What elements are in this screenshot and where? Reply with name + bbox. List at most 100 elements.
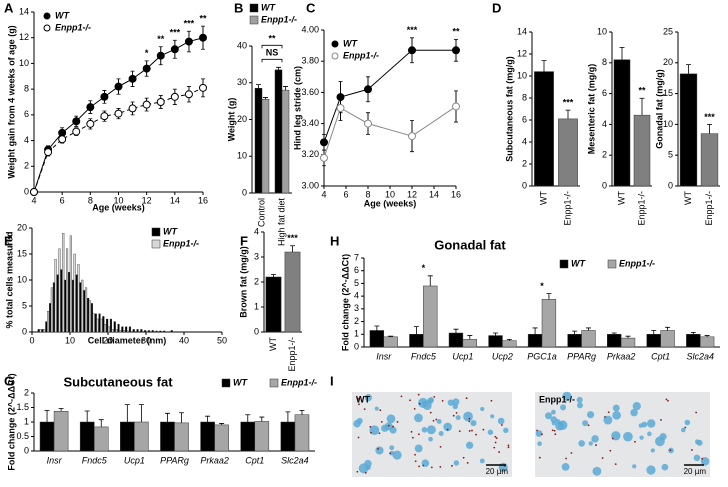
y-tick-label: 3 xyxy=(354,303,359,313)
y-tick-label: 10 xyxy=(237,151,247,161)
nucleus xyxy=(447,399,455,406)
bar xyxy=(558,118,578,187)
category-label: Slc2a4 xyxy=(281,455,309,465)
y-tick-label: 2 xyxy=(24,161,29,171)
bar xyxy=(699,336,715,348)
legend-swatch xyxy=(559,259,569,269)
bar xyxy=(383,336,398,348)
stain-dot xyxy=(507,444,510,447)
data-point xyxy=(72,127,81,136)
y-axis-label: % total cells measured xyxy=(4,231,14,328)
y-tick-label: 5 xyxy=(22,300,27,310)
bar xyxy=(111,329,114,333)
data-point xyxy=(184,90,193,99)
significance: ** xyxy=(199,14,207,24)
bar xyxy=(686,334,701,348)
legend-marker xyxy=(43,24,51,32)
nucleus xyxy=(443,422,452,432)
bar xyxy=(106,318,109,333)
nucleus xyxy=(497,417,505,425)
error-bar xyxy=(124,404,130,422)
legend-label: Enpp1-/- xyxy=(343,50,379,60)
y-tick-label: 10 xyxy=(517,70,527,80)
nucleus xyxy=(700,457,710,466)
y-tick-label: 0 xyxy=(24,445,29,455)
data-point xyxy=(30,188,38,196)
bar xyxy=(84,287,88,333)
y-axis-label: Subcutaneous fat (mg/g) xyxy=(504,56,514,162)
nucleus xyxy=(632,402,641,411)
stain-dot xyxy=(475,433,477,436)
nucleus xyxy=(487,429,494,435)
nucleus xyxy=(452,403,458,410)
bar xyxy=(274,69,283,194)
significance: *** xyxy=(563,97,574,107)
stain-dot xyxy=(468,430,471,432)
significance: ** xyxy=(157,34,165,44)
significance: ** xyxy=(268,34,276,44)
nucleus xyxy=(647,431,652,437)
bar xyxy=(103,324,107,333)
legend-label: Enpp1-/- xyxy=(55,22,91,32)
x-tick-label: 4 xyxy=(31,195,36,205)
bar xyxy=(92,313,95,333)
y-tick-label: 4 xyxy=(354,291,359,301)
stain-dot xyxy=(441,399,444,402)
bar xyxy=(541,299,557,348)
nucleus xyxy=(364,394,373,402)
stain-dot xyxy=(538,456,541,459)
error-bar xyxy=(707,124,712,134)
nucleus xyxy=(465,441,474,449)
data-point xyxy=(100,112,109,121)
stain-dot xyxy=(493,446,496,449)
chart-title: Gonadal fat xyxy=(434,237,506,252)
nucleus xyxy=(369,425,380,436)
y-tick-label: 15 xyxy=(17,248,27,258)
x-tick-label: 10 xyxy=(385,189,395,199)
x-tick-label: 40 xyxy=(179,335,189,345)
stain-dot xyxy=(609,449,612,452)
category-label: Cpt1 xyxy=(245,455,264,465)
y-tick-label: 10 xyxy=(597,26,607,36)
stain-dot xyxy=(379,409,382,412)
bar xyxy=(119,330,122,333)
category-label: WT xyxy=(538,191,548,205)
stain-dot xyxy=(377,447,379,450)
nucleus xyxy=(392,450,402,460)
nucleus xyxy=(470,420,477,427)
nucleus xyxy=(560,404,567,411)
bar xyxy=(107,326,110,333)
nucleus xyxy=(623,431,633,442)
stain-dot xyxy=(494,441,497,444)
nucleus xyxy=(576,396,583,403)
significance: ** xyxy=(452,27,460,37)
y-tick-label: 6 xyxy=(24,109,29,119)
nucleus xyxy=(386,414,396,424)
stain-dot xyxy=(357,436,360,439)
stain-dot xyxy=(634,440,636,443)
nucleus xyxy=(681,427,686,433)
panel-letter: I xyxy=(330,373,334,388)
stain-dot xyxy=(471,429,473,432)
nucleus xyxy=(436,418,442,424)
stain-dot xyxy=(541,433,543,436)
y-tick-label: 0 xyxy=(602,180,607,190)
stain-dot xyxy=(601,457,604,459)
bar xyxy=(147,330,150,333)
bar xyxy=(49,303,52,333)
nucleus xyxy=(659,433,667,441)
category-label: Insr xyxy=(376,351,392,361)
nucleus xyxy=(479,458,485,464)
stain-dot xyxy=(435,418,438,421)
error-bar xyxy=(565,109,571,119)
nucleus xyxy=(632,464,637,469)
nucleus xyxy=(612,411,621,420)
legend-label: WT xyxy=(343,38,358,48)
bar xyxy=(122,330,126,333)
stain-dot xyxy=(466,462,469,464)
category-label: Enpp1-/- xyxy=(287,337,297,372)
error-bar xyxy=(299,410,305,415)
y-tick-label: 3.80 xyxy=(301,56,319,66)
legend-label: WT xyxy=(261,2,276,12)
stain-dot xyxy=(439,445,442,448)
